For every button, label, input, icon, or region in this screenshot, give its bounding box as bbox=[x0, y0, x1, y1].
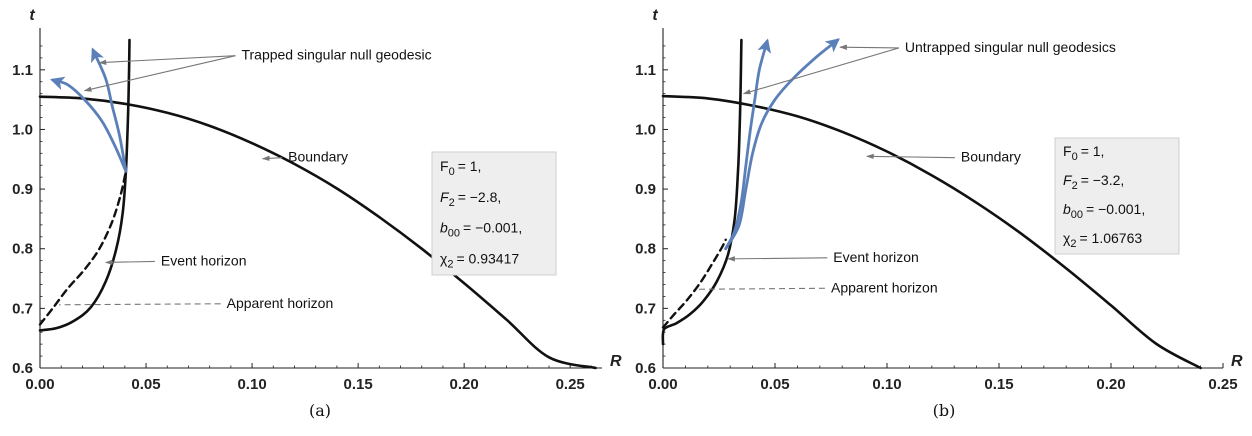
parameter-line: b00 = −0.001, bbox=[1063, 201, 1145, 221]
annotation-arrow bbox=[727, 256, 828, 262]
annotation-arrow bbox=[866, 153, 955, 160]
annotation-arrow bbox=[742, 47, 900, 95]
apparent-horizon-curve bbox=[38, 170, 128, 326]
geodesic-curve bbox=[724, 38, 840, 251]
series-group bbox=[661, 38, 1202, 370]
parameter-line: b00 = −0.001, bbox=[440, 220, 522, 240]
chart-panel-a: 0.00 0.05 0.10 0.15 0.20 0.25 0.6 0.7 0.8 0.9 1.0 1… bbox=[12, 7, 622, 420]
y-axis-label: t bbox=[29, 7, 35, 24]
y-tick-label: 0.6 bbox=[635, 360, 656, 377]
y-tick-label: 0.9 bbox=[635, 181, 656, 198]
parameter-line: χ2 = 1.06763 bbox=[1063, 230, 1142, 250]
annotation-label: Boundary bbox=[961, 149, 1021, 165]
geodesic-curve bbox=[50, 76, 128, 173]
x-tick-label: 0.05 bbox=[131, 376, 160, 393]
series-group bbox=[38, 38, 597, 370]
x-axis-label: R bbox=[610, 353, 622, 370]
y-tick-label: 0.7 bbox=[12, 300, 33, 317]
parameter-line: F2 = −3.2, bbox=[1063, 172, 1124, 192]
geodesic-curve bbox=[91, 47, 128, 173]
y-tick-label: 1.1 bbox=[635, 62, 656, 79]
y-tick-label: 1.1 bbox=[12, 62, 33, 79]
parameter-line: χ2 = 0.93417 bbox=[440, 250, 519, 270]
panel-caption: (b) bbox=[933, 401, 956, 420]
y-tick-label: 1.0 bbox=[635, 121, 656, 138]
parameter-line: F0 = 1, bbox=[440, 158, 481, 178]
x-tick-label: 0.05 bbox=[760, 376, 789, 393]
parameter-line: F2 = −2.8, bbox=[440, 189, 501, 209]
parameter-line: F0 = 1, bbox=[1063, 143, 1104, 163]
annotation-arrow bbox=[839, 44, 899, 50]
annotation-label: Apparent horizon bbox=[831, 279, 938, 295]
annotation-label: Trapped singular null geodesic bbox=[241, 47, 431, 63]
annotation-arrow bbox=[83, 55, 236, 92]
x-tick-label: 0.20 bbox=[1096, 376, 1125, 393]
x-tick-label: 0.10 bbox=[872, 376, 901, 393]
y-axis-label: t bbox=[652, 7, 658, 24]
annotation-label: Boundary bbox=[288, 149, 348, 165]
x-tick-label: 0.15 bbox=[984, 376, 1013, 393]
y-tick-label: 0.9 bbox=[12, 181, 33, 198]
y-tick-label: 0.7 bbox=[635, 300, 656, 317]
x-tick-label: 0.15 bbox=[344, 376, 373, 393]
parameter-box-bg bbox=[431, 151, 557, 276]
geodesic-curve bbox=[724, 38, 772, 251]
event-horizon-curve bbox=[661, 38, 743, 346]
x-tick-label: 0.00 bbox=[648, 376, 677, 393]
x-tick-label: 0.20 bbox=[450, 376, 479, 393]
annotation-label: Event horizon bbox=[161, 252, 247, 268]
annotation-arrow bbox=[261, 155, 283, 162]
y-tick-label: 0.8 bbox=[12, 241, 33, 258]
parameter-box: F0 = 1, F2 = −2.8, b00 = −0.001, χ2 = 0.93417 bbox=[431, 151, 557, 276]
chart-panel-b: 0.00 0.05 0.10 0.15 0.20 0.25 0.6 0.7 0.8 0.9 1.0 1… bbox=[635, 7, 1243, 420]
y-tick-label: 0.8 bbox=[635, 241, 656, 258]
annotation-label: Event horizon bbox=[833, 249, 919, 265]
y-tick-label: 0.6 bbox=[12, 360, 33, 377]
annotation-arrow bbox=[98, 55, 236, 65]
annotation-label: Apparent horizon bbox=[227, 295, 334, 311]
event-horizon-curve bbox=[38, 38, 131, 332]
apparent-horizon-curve bbox=[661, 238, 727, 329]
annotation-label: Untrapped singular null geodesics bbox=[905, 39, 1116, 55]
parameter-box-bg bbox=[1054, 137, 1180, 255]
x-tick-label: 0.25 bbox=[1208, 376, 1237, 393]
parameter-box: F0 = 1, F2 = −3.2, b00 = −0.001, χ2 = 1.06763 bbox=[1054, 137, 1180, 255]
annotation-arrow bbox=[696, 287, 826, 290]
x-tick-label: 0.25 bbox=[556, 376, 585, 393]
annotation-arrow bbox=[59, 303, 221, 306]
y-tick-label: 1.0 bbox=[12, 121, 33, 138]
x-tick-label: 0.00 bbox=[25, 376, 54, 393]
x-tick-label: 0.10 bbox=[237, 376, 266, 393]
x-axis-label: R bbox=[1231, 353, 1243, 370]
panel-caption: (a) bbox=[309, 401, 331, 420]
annotation-arrow bbox=[104, 259, 155, 265]
